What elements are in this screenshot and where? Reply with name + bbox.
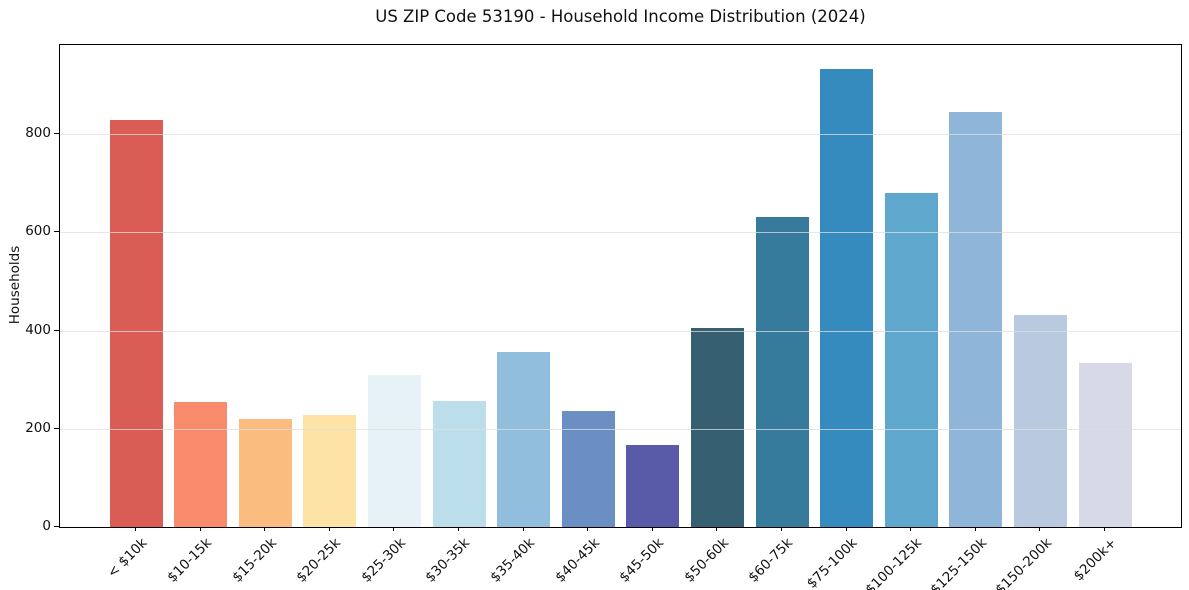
x-tick-mark: [587, 527, 589, 531]
x-tick-label: $200k+: [1070, 535, 1120, 585]
x-tick-label: $25-30k: [358, 535, 409, 586]
x-tick-mark: [522, 527, 524, 531]
grid-line: [60, 428, 1181, 430]
y-axis-label: Households: [7, 245, 23, 325]
bar-100-125k: [884, 192, 938, 527]
x-tick-mark: [910, 527, 912, 531]
y-tick-mark: [54, 231, 59, 233]
y-tick-label: 600: [25, 223, 51, 240]
bar-35-40k: [497, 351, 551, 527]
x-tick-label: $30-35k: [422, 535, 474, 586]
bar-50-60k: [690, 327, 744, 527]
x-tick-mark: [651, 527, 653, 531]
x-tick-mark: [393, 527, 395, 531]
x-tick-label: $20-25k: [293, 535, 345, 586]
x-tick-mark: [974, 527, 976, 531]
bar-75-100k: [820, 68, 874, 527]
grid-line: [60, 330, 1181, 332]
x-tick-mark: [716, 527, 718, 531]
x-tick-label: $40-45k: [551, 535, 603, 586]
x-tick-mark: [328, 527, 330, 531]
x-tick-mark: [135, 527, 136, 531]
bar-150-200k: [1013, 314, 1067, 527]
y-tick-mark: [54, 329, 59, 331]
chart-title: US ZIP Code 53190 - Household Income Dis…: [375, 7, 866, 26]
x-tick-label: $100-125k: [862, 535, 926, 590]
x-tick-mark: [199, 527, 201, 531]
x-tick-mark: [264, 527, 266, 531]
x-tick-label: $60-75k: [745, 535, 797, 586]
bar-15-20k: [238, 419, 292, 527]
x-tick-label: $15-20k: [228, 535, 280, 586]
x-tick-label: < $10k: [104, 535, 151, 582]
x-tick-mark: [781, 527, 782, 531]
y-tick-mark: [54, 427, 59, 429]
y-tick-mark: [54, 133, 59, 135]
bar-25-30k: [367, 374, 421, 527]
y-tick-label: 0: [42, 518, 51, 534]
x-tick-label: $150-200k: [991, 535, 1055, 590]
x-tick-label: $125-150k: [927, 535, 991, 590]
bar-30-35k: [432, 401, 486, 527]
x-tick-label: $45-50k: [616, 535, 668, 586]
x-tick-mark: [1104, 527, 1105, 531]
grid-line: [60, 134, 1181, 136]
bar-40-45k: [561, 411, 615, 527]
x-tick-label: $10-15k: [164, 535, 215, 586]
x-tick-label: $50-60k: [681, 535, 732, 586]
bar-45-50k: [626, 444, 680, 527]
bar-20-25k: [303, 415, 357, 527]
y-tick-label: 400: [25, 321, 51, 338]
x-tick-mark: [845, 527, 847, 531]
x-tick-mark: [1039, 527, 1041, 531]
y-tick-mark: [54, 526, 59, 527]
bar-10k: [109, 119, 163, 527]
y-tick-label: 800: [25, 125, 51, 142]
x-tick-mark: [458, 527, 459, 531]
x-tick-label: $75-100k: [804, 535, 861, 590]
plot-area: [59, 44, 1182, 528]
bar-200k: [1078, 363, 1132, 527]
bar-10-15k: [174, 401, 228, 527]
x-tick-label: $35-40k: [487, 535, 538, 586]
bar-125-150k: [949, 111, 1003, 527]
y-tick-label: 200: [25, 419, 51, 436]
grid-line: [60, 232, 1181, 234]
bar-60-75k: [755, 217, 809, 527]
